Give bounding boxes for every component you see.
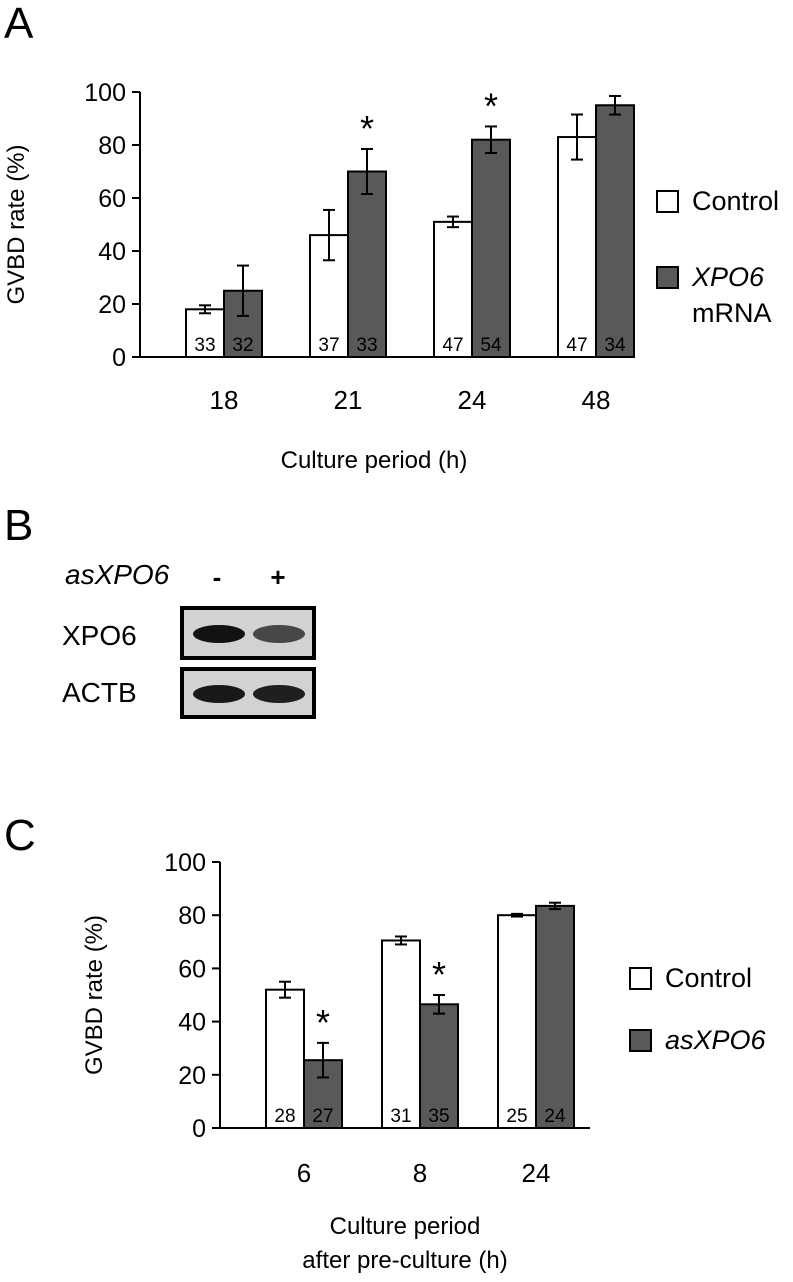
y-tick-label: 100 [84, 79, 126, 107]
panel-c-letter: C [4, 811, 36, 860]
lane-minus-label: - [213, 562, 222, 592]
sample-size-label: 33 [194, 335, 215, 356]
bar-treatment-24 [535, 904, 575, 1130]
bar-treatment-21 [347, 170, 387, 358]
significance-star: * [432, 954, 446, 995]
sample-size-label: 24 [544, 1106, 566, 1127]
significance-star: * [316, 1002, 330, 1043]
band-XPO6-lane-2 [253, 625, 305, 643]
x-tick-label: 24 [458, 385, 487, 415]
bar-treatment-24 [471, 138, 511, 358]
lane-plus-label: + [270, 562, 285, 592]
x-tick-label: 18 [210, 385, 239, 415]
sample-size-label: 47 [566, 335, 587, 356]
y-tick-label: 20 [98, 291, 126, 319]
significance-star: * [360, 108, 374, 149]
legend-swatch-control [656, 190, 679, 213]
legend-label: Control [665, 963, 752, 993]
band-ACTB-lane-1 [193, 685, 245, 703]
treatment-label: asXPO6 [65, 559, 170, 590]
y-tick-label: 80 [98, 132, 126, 160]
panel-b-letter: B [4, 501, 33, 550]
y-tick-label: 100 [164, 849, 206, 877]
legend-label: mRNA [692, 298, 772, 328]
sample-size-label: 37 [318, 335, 339, 356]
sample-size-label: 35 [428, 1106, 449, 1127]
x-tick-label: 21 [334, 385, 363, 415]
x-axis-label: Culture period [330, 1213, 481, 1240]
sample-size-label: 27 [312, 1106, 333, 1127]
western-blot: asXPO6 - + XPO6 ACTB [62, 559, 316, 719]
y-tick-label: 40 [178, 1009, 206, 1037]
legend-label: XPO6 [691, 262, 765, 292]
band-ACTB-lane-2 [253, 685, 305, 703]
x-axis-label: Culture period (h) [281, 447, 468, 474]
y-tick-label: 80 [178, 902, 206, 930]
band-XPO6-lane-1 [193, 625, 245, 643]
y-tick-label: 40 [98, 238, 126, 266]
sample-size-label: 33 [356, 335, 377, 356]
sample-size-label: 31 [390, 1106, 411, 1127]
bar-control-6 [265, 988, 305, 1129]
y-tick-label: 0 [112, 344, 126, 372]
y-axis-label: GVBD rate (%) [81, 915, 108, 1075]
panel-a-letter: A [4, 0, 34, 48]
sample-size-label: 34 [604, 335, 626, 356]
sample-size-label: 28 [274, 1106, 295, 1127]
y-tick-label: 60 [178, 955, 206, 983]
sample-size-label: 47 [442, 335, 463, 356]
bar-treatment-48 [595, 104, 635, 358]
x-tick-label: 24 [522, 1158, 551, 1188]
xpo6-band-label: XPO6 [62, 620, 137, 651]
legend-swatch-treatment [629, 1029, 652, 1052]
x-tick-label: 8 [413, 1158, 427, 1188]
chart-c: 0 20 40 60 80 100 GVBD rate (%) 28 27 6 31 35 8 25 24 2… [81, 849, 767, 1274]
y-tick-label: 20 [178, 1062, 206, 1090]
legend-label: Control [692, 186, 779, 216]
significance-star: * [484, 85, 498, 126]
bar-control-8 [381, 939, 421, 1129]
bar-control-24 [497, 914, 537, 1130]
x-tick-label: 48 [582, 385, 611, 415]
x-tick-label: 6 [297, 1158, 311, 1188]
actb-band-label: ACTB [62, 677, 137, 708]
sample-size-label: 32 [232, 335, 253, 356]
sample-size-label: 54 [480, 335, 502, 356]
legend-swatch-treatment [656, 266, 679, 289]
legend-swatch-control [629, 967, 652, 990]
legend-label: asXPO6 [665, 1025, 767, 1055]
y-axis-label: GVBD rate (%) [3, 144, 30, 304]
y-tick-label: 60 [98, 185, 126, 213]
bar-control-18 [185, 308, 225, 358]
chart-a: 0 20 40 60 80 100 GVBD rate (%) 33 32 18 37 33 21 47 5… [3, 79, 779, 474]
bar-control-48 [557, 136, 597, 358]
y-tick-label: 0 [192, 1115, 206, 1143]
x-axis-label: after pre-culture (h) [302, 1247, 507, 1274]
sample-size-label: 25 [506, 1106, 527, 1127]
